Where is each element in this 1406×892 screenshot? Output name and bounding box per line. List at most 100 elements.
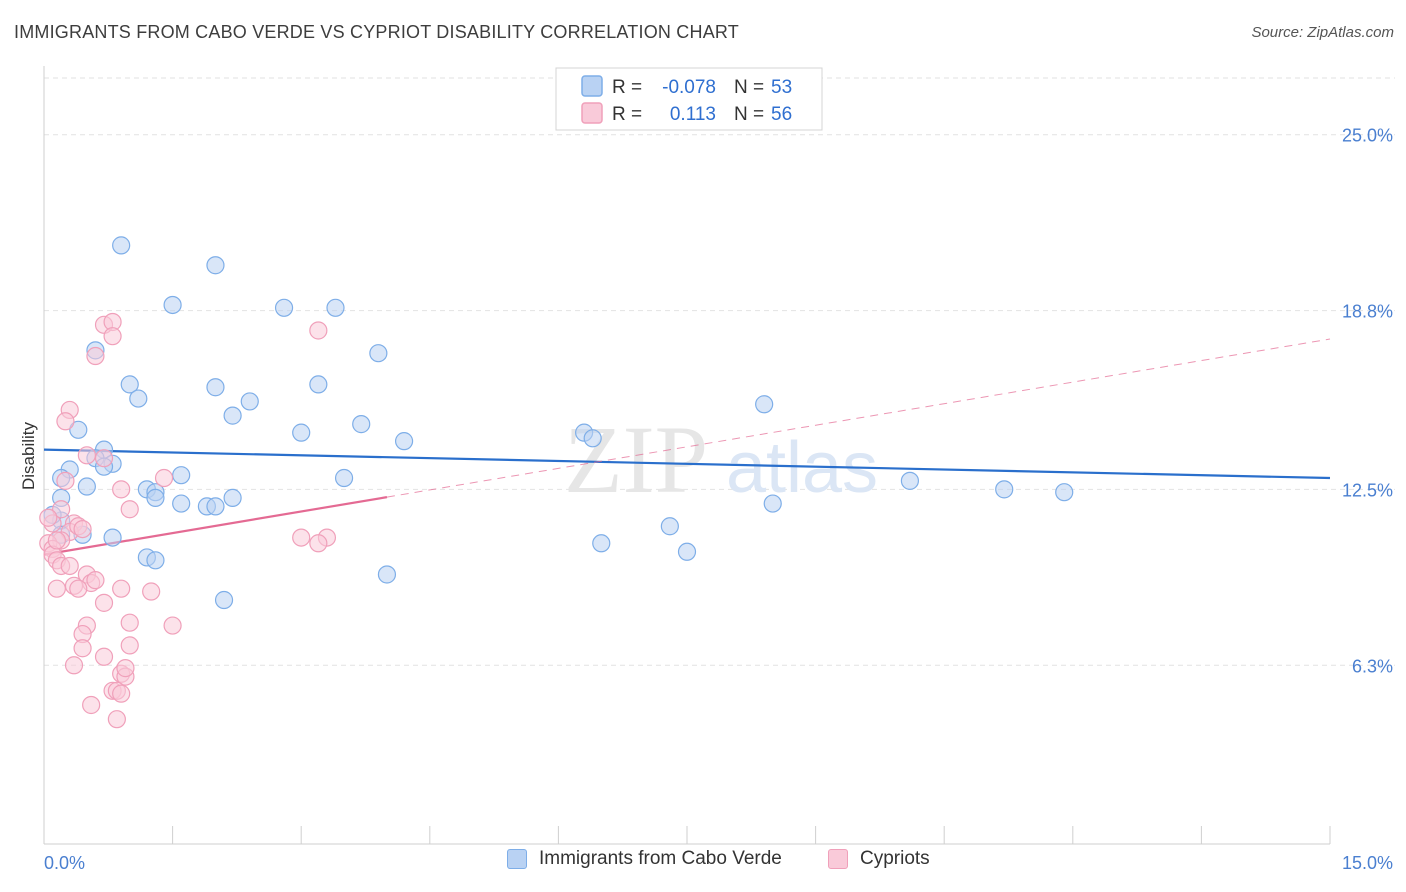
- point-cabo-verde: [223, 488, 242, 507]
- point-cabo-verde: [214, 590, 234, 610]
- legend-swatch-cypriots: [828, 849, 848, 869]
- legend-n-value-2: 56: [771, 104, 792, 125]
- point-cabo-verde: [223, 406, 242, 425]
- point-cypriot: [309, 321, 328, 340]
- y-tick-label: 12.5%: [1342, 480, 1393, 500]
- point-cabo-verde: [995, 480, 1014, 499]
- point-cypriot: [47, 579, 66, 598]
- watermark-zip: ZIP: [564, 406, 708, 513]
- point-cabo-verde: [326, 298, 345, 317]
- point-cabo-verde: [763, 494, 782, 513]
- point-cypriot: [52, 500, 71, 519]
- point-cabo-verde: [309, 375, 328, 394]
- x-tick-labels: 0.0% 15.0%: [44, 853, 1393, 873]
- point-cabo-verde: [206, 256, 225, 275]
- point-cabo-verde: [274, 298, 294, 317]
- legend-label-cypriots: Cypriots: [860, 848, 930, 869]
- legend-item-cypriots[interactable]: Cypriots: [828, 848, 930, 870]
- point-cypriot: [47, 531, 66, 550]
- point-cypriot: [39, 508, 58, 527]
- legend-item-cabo-verde[interactable]: Immigrants from Cabo Verde: [507, 848, 782, 870]
- point-cabo-verde: [172, 494, 191, 513]
- point-cabo-verde: [583, 429, 602, 448]
- point-cypriot: [82, 695, 101, 715]
- legend-r-label-1: R =: [612, 77, 642, 98]
- point-cabo-verde: [206, 378, 225, 397]
- point-cypriot: [112, 684, 131, 703]
- legend-swatch-cabo-verde: [507, 849, 527, 869]
- point-cabo-verde: [394, 432, 414, 451]
- watermark: ZIP atlas: [564, 406, 878, 513]
- legend-r-value-2: 0.113: [670, 104, 716, 125]
- point-cabo-verde: [660, 517, 679, 536]
- point-cypriot: [86, 346, 105, 366]
- data-points: [39, 236, 1074, 729]
- point-cypriot: [163, 616, 182, 635]
- y-axis-title: Disability: [19, 421, 38, 490]
- point-cypriot: [112, 480, 131, 499]
- point-cabo-verde: [369, 344, 388, 363]
- point-cabo-verde: [240, 392, 259, 411]
- point-cypriot: [94, 593, 114, 612]
- point-cabo-verde: [146, 488, 165, 507]
- point-cabo-verde: [103, 528, 122, 547]
- y-tick-labels: 6.3% 12.5% 18.8% 25.0%: [1342, 126, 1393, 677]
- point-cypriot: [116, 659, 135, 678]
- y-tick-label: 18.8%: [1342, 302, 1393, 322]
- legend-n-value-1: 53: [771, 77, 792, 98]
- point-cabo-verde: [352, 415, 371, 434]
- point-cabo-verde: [377, 565, 397, 584]
- point-cypriot: [60, 556, 79, 576]
- point-cypriot: [94, 647, 114, 666]
- point-cypriot: [120, 500, 139, 519]
- legend-n-label-2: N =: [734, 104, 764, 125]
- point-cabo-verde: [334, 468, 354, 488]
- point-cypriot: [56, 412, 75, 431]
- point-cabo-verde: [163, 295, 182, 315]
- point-cypriot: [292, 528, 311, 547]
- legend-swatch-pink: [581, 102, 603, 124]
- point-cabo-verde: [129, 389, 148, 408]
- point-cabo-verde: [172, 466, 191, 485]
- source-label: Source: ZipAtlas.com: [1251, 24, 1394, 41]
- point-cypriot: [73, 639, 92, 658]
- legend-r-value-1: -0.078: [662, 77, 716, 98]
- point-cypriot: [309, 534, 328, 553]
- point-cypriot: [154, 468, 174, 488]
- x-tick-label: 0.0%: [44, 853, 85, 873]
- point-cabo-verde: [677, 542, 697, 561]
- chart-title: IMMIGRANTS FROM CABO VERDE VS CYPRIOT DI…: [14, 22, 739, 42]
- point-cypriot: [56, 471, 75, 490]
- point-cypriot: [142, 582, 161, 601]
- point-cypriot: [73, 519, 92, 539]
- trend-line-0: [43, 448, 1331, 480]
- trend-lines: [43, 338, 1331, 556]
- legend-label-cabo-verde: Immigrants from Cabo Verde: [539, 848, 782, 869]
- point-cabo-verde: [900, 471, 920, 490]
- y-tick-label: 25.0%: [1342, 126, 1393, 146]
- point-cypriot: [69, 579, 88, 598]
- point-cabo-verde: [69, 420, 88, 439]
- y-tick-label: 6.3%: [1352, 656, 1393, 676]
- top-legend: R = -0.078 N = 53 R = 0.113 N = 56: [555, 67, 823, 131]
- point-cypriot: [120, 613, 139, 632]
- trend-line-dashed-1: [386, 338, 1331, 498]
- point-cypriot: [120, 636, 139, 655]
- point-cypriot: [107, 710, 126, 729]
- bottom-legend: Immigrants from Cabo Verde Cypriots: [0, 848, 1406, 880]
- x-tick-label: 15.0%: [1342, 853, 1393, 873]
- legend-r-label-2: R =: [612, 104, 642, 125]
- point-cabo-verde: [292, 423, 311, 442]
- point-cabo-verde: [206, 497, 225, 516]
- point-cypriot: [112, 579, 131, 598]
- point-cabo-verde: [77, 477, 96, 496]
- point-cabo-verde: [120, 375, 139, 394]
- point-cabo-verde: [1055, 483, 1074, 502]
- point-cabo-verde: [755, 395, 774, 414]
- trend-line-1: [43, 496, 388, 556]
- point-cypriot: [86, 571, 105, 590]
- point-cypriot: [64, 656, 84, 675]
- point-cabo-verde: [146, 551, 165, 570]
- point-cabo-verde: [112, 236, 131, 255]
